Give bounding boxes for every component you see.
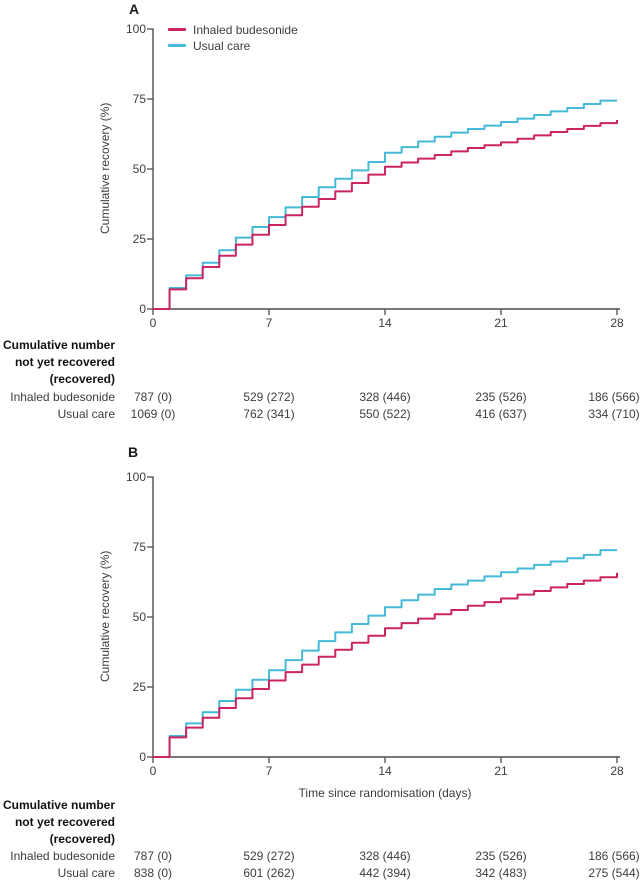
x-tick-label: 14 (378, 316, 392, 330)
y-tick-label: 0 (139, 750, 146, 764)
risk-table-value: 787 (0) (133, 849, 173, 863)
panel-b-letter: B (128, 444, 139, 460)
panel-a-letter: A (129, 1, 140, 17)
risk-table-value: 601 (262) (243, 866, 295, 880)
risk-table-value: 529 (272) (243, 390, 295, 404)
risk-table-value: 186 (566) (588, 849, 640, 863)
y-tick-label: 50 (132, 610, 146, 624)
risk-table-b-heading-line3: (recovered) (49, 832, 115, 846)
risk-table-value: 235 (526) (475, 390, 527, 404)
risk-table-value: 442 (394) (359, 866, 411, 880)
legend-item-budesonide: Inhaled budesonide (168, 22, 298, 37)
risk-table-value: 787 (0) (133, 390, 173, 404)
x-tick-label: 14 (378, 764, 392, 778)
x-tick-label: 7 (265, 764, 273, 778)
usual-care-curve-panel-a (153, 99, 617, 310)
budesonide-curve-panel-a (153, 120, 618, 310)
y-tick-label: 100 (125, 22, 146, 36)
risk-table-value: 328 (446) (359, 390, 411, 404)
x-tick-label: 21 (494, 764, 508, 778)
x-tick-label: 7 (265, 316, 273, 330)
risk-table-value: 275 (544) (588, 866, 640, 880)
legend-label-usual-care: Usual care (193, 38, 251, 53)
legend-label-budesonide: Inhaled budesonide (193, 22, 298, 37)
risk-table-a-row-label-budesonide: Inhaled budesonide (10, 390, 115, 404)
risk-table-value: 529 (272) (243, 849, 295, 863)
panel-a-y-axis-label: Cumulative recovery (%) (98, 102, 112, 234)
y-tick-label: 25 (132, 232, 146, 246)
risk-table-value: 328 (446) (359, 849, 411, 863)
x-tick-label: 0 (149, 316, 157, 330)
risk-table-b-row-label-usual-care: Usual care (57, 866, 115, 880)
risk-table-b-heading-line2: not yet recovered (14, 815, 115, 829)
usual-care-line-swatch (168, 44, 186, 47)
risk-table-a-row-label-usual-care: Usual care (57, 407, 115, 421)
panel-b-y-axis-label: Cumulative recovery (%) (98, 550, 112, 682)
risk-table-value: 186 (566) (588, 390, 640, 404)
y-tick-label: 50 (132, 162, 146, 176)
x-tick-label: 28 (610, 316, 624, 330)
risk-table-b-row-label-budesonide: Inhaled budesonide (10, 849, 115, 863)
y-tick-label: 75 (132, 92, 146, 106)
x-tick-label: 28 (610, 764, 624, 778)
x-tick-label: 0 (149, 764, 157, 778)
x-axis-label: Time since randomisation (days) (298, 786, 472, 800)
budesonide-curve-panel-b (153, 572, 618, 758)
legend-item-usual-care: Usual care (168, 38, 250, 53)
budesonide-line-swatch (168, 28, 186, 31)
risk-table-a-heading-line2: not yet recovered (14, 355, 115, 369)
risk-table-value: 342 (483) (475, 866, 527, 880)
risk-table-b-heading-line1: Cumulative number (2, 798, 115, 812)
risk-table-value: 235 (526) (475, 849, 527, 863)
y-tick-label: 100 (125, 470, 146, 484)
risk-table-value: 550 (522) (359, 407, 411, 421)
risk-table-value: 416 (637) (475, 407, 527, 421)
y-tick-label: 75 (132, 540, 146, 554)
y-tick-label: 0 (139, 302, 146, 316)
risk-table-value: 762 (341) (243, 407, 295, 421)
risk-table-value: 838 (0) (133, 866, 173, 880)
risk-table-a-heading-line3: (recovered) (49, 372, 115, 386)
x-tick-label: 21 (494, 316, 508, 330)
risk-table-value: 1069 (0) (130, 407, 176, 421)
risk-table-value: 334 (710) (588, 407, 640, 421)
usual-care-curve-panel-b (153, 549, 617, 758)
risk-table-a-heading-line1: Cumulative number (2, 338, 115, 352)
y-tick-label: 25 (132, 680, 146, 694)
